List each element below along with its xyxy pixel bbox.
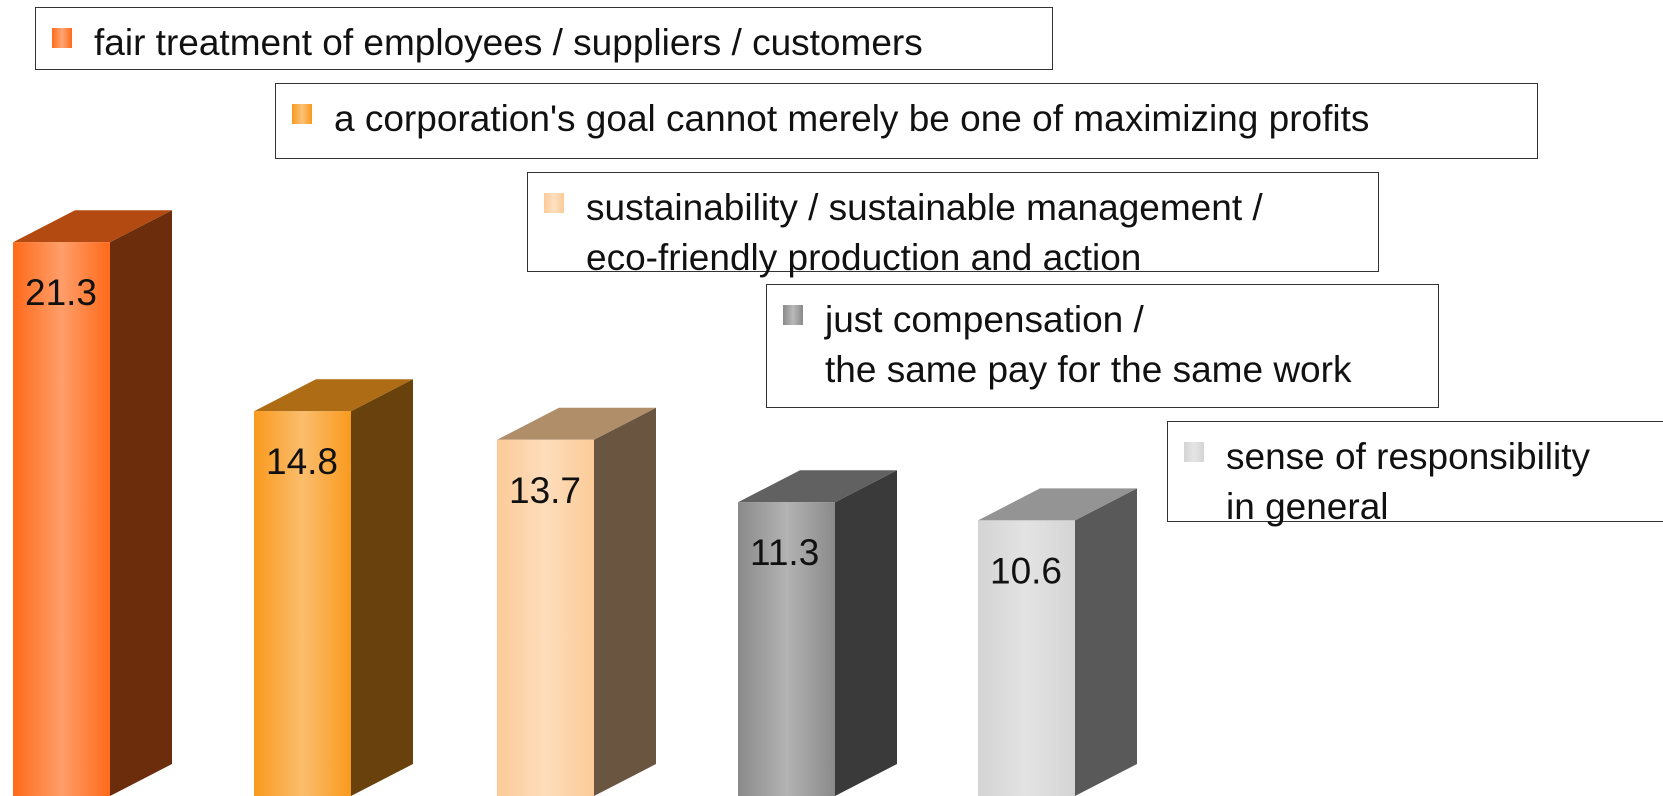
legend-label: sense of responsibility in general bbox=[1226, 436, 1591, 527]
bar-top bbox=[978, 488, 1137, 521]
value-label: 13.7 bbox=[509, 470, 581, 511]
bar-top bbox=[738, 470, 897, 503]
bar bbox=[738, 502, 835, 796]
legend-label: a corporation's goal cannot merely be on… bbox=[334, 98, 1370, 139]
legend-swatch bbox=[544, 193, 564, 213]
bar-side bbox=[351, 379, 413, 796]
bar-top bbox=[497, 407, 656, 440]
value-label: 21.3 bbox=[25, 272, 97, 313]
legend-label: sustainability / sustainable management … bbox=[586, 187, 1263, 278]
legend-item: sustainability / sustainable management … bbox=[527, 172, 1379, 278]
legend-label: fair treatment of employees / suppliers … bbox=[94, 22, 923, 63]
bar-side bbox=[110, 210, 172, 796]
bar-side bbox=[835, 470, 897, 796]
legend-item: sense of responsibility in general bbox=[1167, 421, 1663, 527]
legend-swatch bbox=[783, 305, 803, 325]
bar-top bbox=[13, 210, 172, 243]
legend-item: a corporation's goal cannot merely be on… bbox=[275, 83, 1538, 159]
value-label: 11.3 bbox=[750, 532, 819, 573]
bar bbox=[497, 439, 594, 796]
bar bbox=[254, 411, 351, 796]
bar-side bbox=[594, 407, 656, 796]
value-label: 14.8 bbox=[266, 441, 338, 482]
bar bbox=[13, 242, 110, 796]
legend-swatch bbox=[292, 104, 312, 124]
legend-item: just compensation / the same pay for the… bbox=[766, 284, 1439, 408]
legend-swatch bbox=[52, 28, 72, 48]
bar-top bbox=[254, 379, 413, 412]
legend-swatch bbox=[1184, 442, 1204, 462]
bar-side bbox=[1075, 488, 1137, 796]
legend-label: just compensation / the same pay for the… bbox=[825, 299, 1352, 390]
bar bbox=[978, 520, 1075, 796]
value-label: 10.6 bbox=[990, 550, 1062, 591]
legend-item: fair treatment of employees / suppliers … bbox=[35, 7, 1053, 70]
